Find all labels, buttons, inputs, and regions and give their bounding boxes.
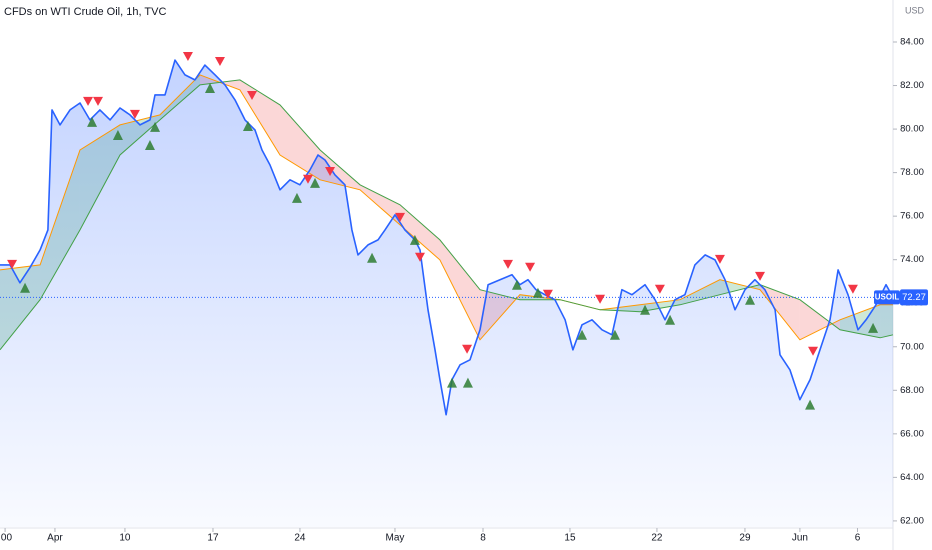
buy-signal — [609, 329, 620, 340]
sell-signal — [325, 166, 336, 176]
chart-title: CFDs on WTI Crude Oil, 1h, TVC — [4, 6, 166, 18]
y-tick-label: 78.00 — [900, 167, 924, 178]
y-tick-label: 68.00 — [900, 385, 924, 396]
last-price-badge — [900, 289, 928, 306]
buy-signal — [367, 252, 378, 263]
sell-signal — [503, 259, 514, 269]
sell-signal — [395, 212, 406, 222]
ma-band — [719, 279, 761, 295]
ma-band — [439, 239, 481, 340]
buy-signal — [577, 329, 588, 340]
buy-signal — [409, 234, 420, 245]
buy-signal — [291, 192, 302, 203]
y-tick-label: 64.00 — [900, 472, 924, 483]
sell-signal — [214, 57, 225, 67]
x-tick-label: Jun — [792, 533, 808, 544]
ma-band — [239, 79, 280, 155]
sell-signal — [7, 259, 18, 269]
x-tick-label: 17 — [207, 533, 219, 544]
buy-signal — [447, 377, 458, 388]
sell-signal — [92, 96, 103, 106]
sell-signal — [462, 344, 473, 354]
buy-signal — [309, 177, 320, 188]
sell-signal — [847, 284, 858, 294]
sell-signal — [83, 96, 94, 106]
sell-signal — [755, 271, 766, 281]
x-tick-label: Apr — [47, 533, 63, 544]
buy-signal — [204, 82, 215, 93]
buy-signal — [462, 377, 473, 388]
y-tick-label: 70.00 — [900, 341, 924, 352]
x-tick-label: 24 — [294, 533, 306, 544]
y-tick-label: 66.00 — [900, 428, 924, 439]
moving-average-line — [0, 74, 893, 341]
buy-signal — [665, 314, 676, 325]
sell-signal — [129, 109, 140, 119]
x-tick-label: 6 — [855, 533, 861, 544]
y-tick-label: 80.00 — [900, 124, 924, 135]
buy-signal — [150, 121, 161, 132]
x-tick-label: 29 — [739, 533, 751, 544]
symbol-label: USOIL — [875, 292, 900, 301]
sell-signal — [246, 90, 257, 100]
buy-signal — [805, 399, 816, 410]
plot-area — [0, 52, 894, 527]
x-tick-label: 8 — [480, 533, 486, 544]
symbol-badge — [874, 290, 900, 305]
buy-signal — [868, 322, 879, 333]
y-tick-label: 84.00 — [900, 37, 924, 48]
x-tick-label: 15 — [564, 533, 576, 544]
sell-signal — [714, 254, 725, 264]
sell-signal — [525, 262, 536, 272]
buy-signal — [87, 116, 98, 127]
sell-signal — [808, 346, 819, 356]
ma-band — [400, 204, 440, 260]
y-tick-label: 82.00 — [900, 80, 924, 91]
price-line — [0, 59, 894, 416]
buy-signal — [20, 282, 31, 293]
buy-signal — [242, 121, 253, 132]
ma-band — [799, 299, 840, 340]
y-axis-label: USD — [905, 5, 925, 15]
ma-band — [359, 184, 401, 225]
buy-signal — [745, 294, 756, 305]
y-tick-label: 62.00 — [900, 515, 924, 526]
sell-signal — [414, 252, 425, 262]
buy-signal — [532, 287, 543, 298]
y-tick-label: 74.00 — [900, 254, 924, 265]
buy-signal — [144, 139, 155, 150]
sell-signal — [654, 284, 665, 294]
x-tick-label: May — [386, 533, 405, 544]
y-tick-label: 76.00 — [900, 211, 924, 222]
x-tick-label: 10 — [119, 533, 131, 544]
sell-signal — [182, 52, 193, 62]
sell-signal — [542, 289, 553, 299]
x-tick-label: 22 — [651, 533, 663, 544]
buy-signal — [640, 304, 651, 315]
buy-signal — [511, 279, 522, 290]
x-tick-label: :00 — [0, 533, 12, 544]
sell-signal — [302, 174, 313, 184]
buy-signal — [112, 129, 123, 140]
sell-signal — [595, 294, 606, 304]
last-price-label: 72.27 — [902, 292, 926, 303]
price-area — [0, 60, 893, 527]
